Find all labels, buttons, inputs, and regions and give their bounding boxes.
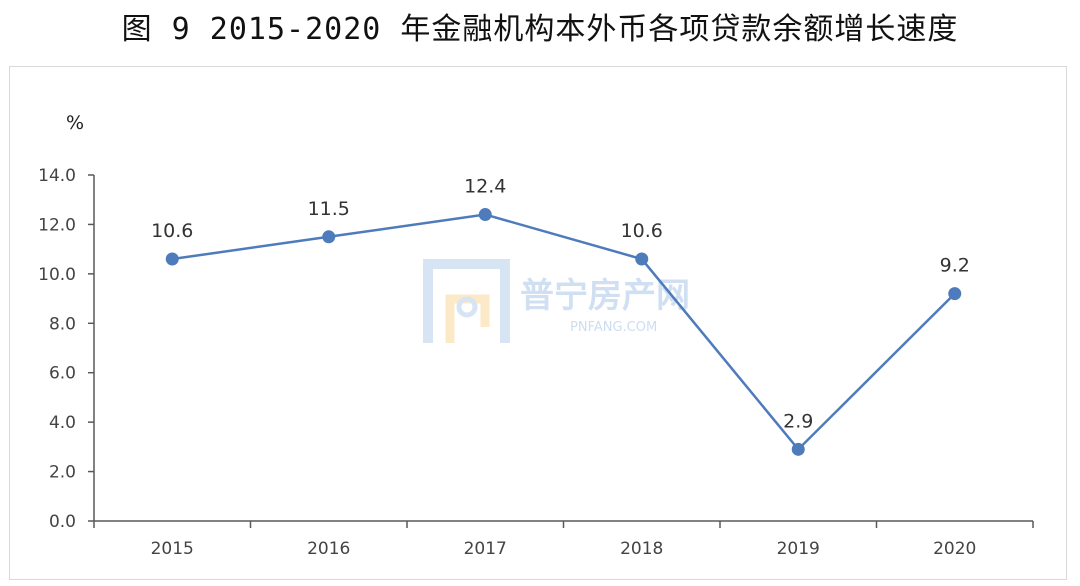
data-label: 12.4 (464, 176, 506, 198)
data-point (635, 252, 649, 266)
data-point (322, 230, 336, 244)
data-point (791, 442, 805, 456)
data-point (165, 252, 179, 266)
data-point (478, 208, 492, 222)
x-tick-label: 2018 (620, 539, 663, 559)
data-label: 11.5 (308, 198, 350, 220)
watermark-logo: 普宁房产网 PNFANG.COM (423, 259, 690, 343)
data-labels: 10.6 11.5 12.4 10.6 2.9 9.2 (151, 176, 970, 433)
data-label: 2.9 (783, 410, 813, 432)
chart-area: 普宁房产网 PNFANG.COM 0.0 2.0 4.0 6.0 8.0 10.0 12.0 1… (9, 66, 1067, 580)
x-tick-label: 2016 (307, 539, 350, 559)
y-tick-label: 8.0 (49, 314, 76, 334)
data-point (948, 287, 962, 301)
x-tick-label: 2020 (933, 539, 976, 559)
x-tick-label: 2015 (151, 539, 194, 559)
line-chart: 普宁房产网 PNFANG.COM 0.0 2.0 4.0 6.0 8.0 10.0 12.0 1… (38, 112, 1034, 559)
y-axis-unit-label: % (66, 112, 84, 134)
x-tick-label: 2019 (777, 539, 820, 559)
data-label: 9.2 (940, 255, 970, 277)
y-tick-label: 10.0 (38, 265, 76, 285)
x-tick-labels: 2015 2016 2017 2018 2019 2020 (151, 539, 977, 559)
watermark-name: 普宁房产网 (520, 276, 690, 316)
chart-axes (88, 174, 1034, 528)
y-tick-label: 12.0 (38, 215, 76, 235)
data-label: 10.6 (151, 220, 193, 242)
y-tick-labels: 0.0 2.0 4.0 6.0 8.0 10.0 12.0 14.0% (38, 112, 84, 532)
x-tick-label: 2017 (464, 539, 507, 559)
y-tick-label: 2.0 (49, 463, 76, 483)
watermark-house-icon (423, 259, 510, 343)
series-group (165, 208, 962, 456)
watermark-domain: PNFANG.COM (570, 320, 657, 335)
y-tick-label: 6.0 (49, 364, 76, 384)
figure-title: 图 9 2015-2020 年金融机构本外币各项贷款余额增长速度 (121, 12, 959, 47)
y-tick-label: 14.0 (38, 166, 76, 186)
data-label: 10.6 (621, 220, 663, 242)
y-tick-label: 0.0 (49, 512, 76, 532)
y-tick-label: 4.0 (49, 413, 76, 433)
series-line (172, 213, 956, 452)
